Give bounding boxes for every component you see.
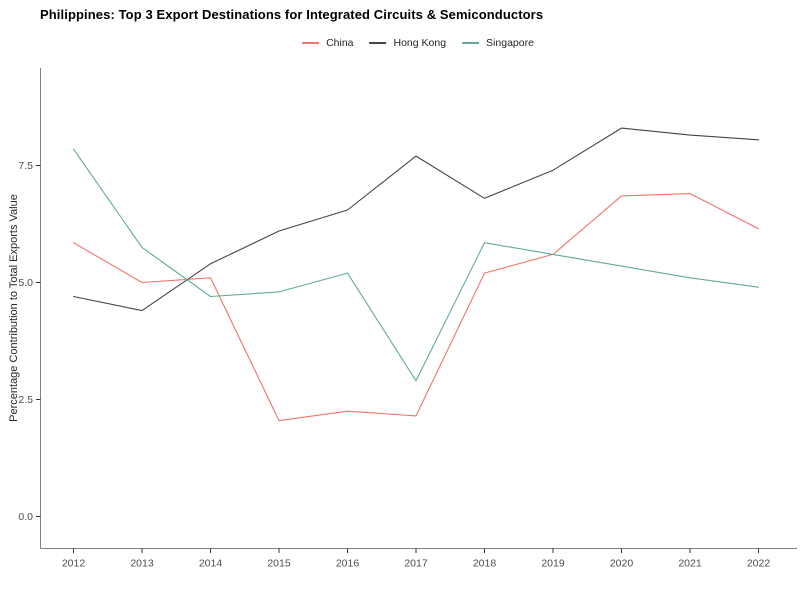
- legend-item-hong-kong: Hong Kong: [369, 37, 447, 49]
- legend-item-china: China: [302, 37, 354, 49]
- y-tick-label: 2.5: [18, 394, 33, 406]
- x-tick-label: 2021: [678, 558, 702, 570]
- x-tick-label: 2022: [747, 558, 771, 570]
- x-tick-label: 2020: [610, 558, 634, 570]
- x-tick-label: 2015: [267, 558, 291, 570]
- legend-label-china: China: [326, 37, 354, 49]
- legend: China Hong Kong Singapore: [302, 37, 534, 49]
- series-line-singapore: [72, 148, 760, 382]
- y-tick-label: 0.0: [18, 511, 33, 523]
- legend-line-swatch-hong-kong: [369, 42, 387, 44]
- y-tick-label: 5.0: [18, 277, 33, 289]
- series-line-hong-kong: [72, 127, 760, 312]
- legend-line-swatch-china: [302, 42, 320, 44]
- y-tick-label: 7.5: [18, 160, 33, 172]
- legend-item-singapore: Singapore: [462, 37, 534, 49]
- x-tick-label: 2013: [130, 558, 154, 570]
- chart-title: Philippines: Top 3 Export Destinations f…: [40, 7, 544, 22]
- legend-label-singapore: Singapore: [486, 37, 534, 49]
- x-tick-label: 2017: [404, 558, 428, 570]
- x-tick-label: 2012: [62, 558, 86, 570]
- x-tick-label: 2014: [199, 558, 223, 570]
- legend-line-swatch-singapore: [462, 42, 480, 44]
- series-line-china: [72, 193, 760, 422]
- legend-label-hong-kong: Hong Kong: [393, 37, 447, 49]
- x-tick-label: 2019: [541, 558, 565, 570]
- x-tick-label: 2016: [336, 558, 360, 570]
- x-tick-label: 2018: [473, 558, 497, 570]
